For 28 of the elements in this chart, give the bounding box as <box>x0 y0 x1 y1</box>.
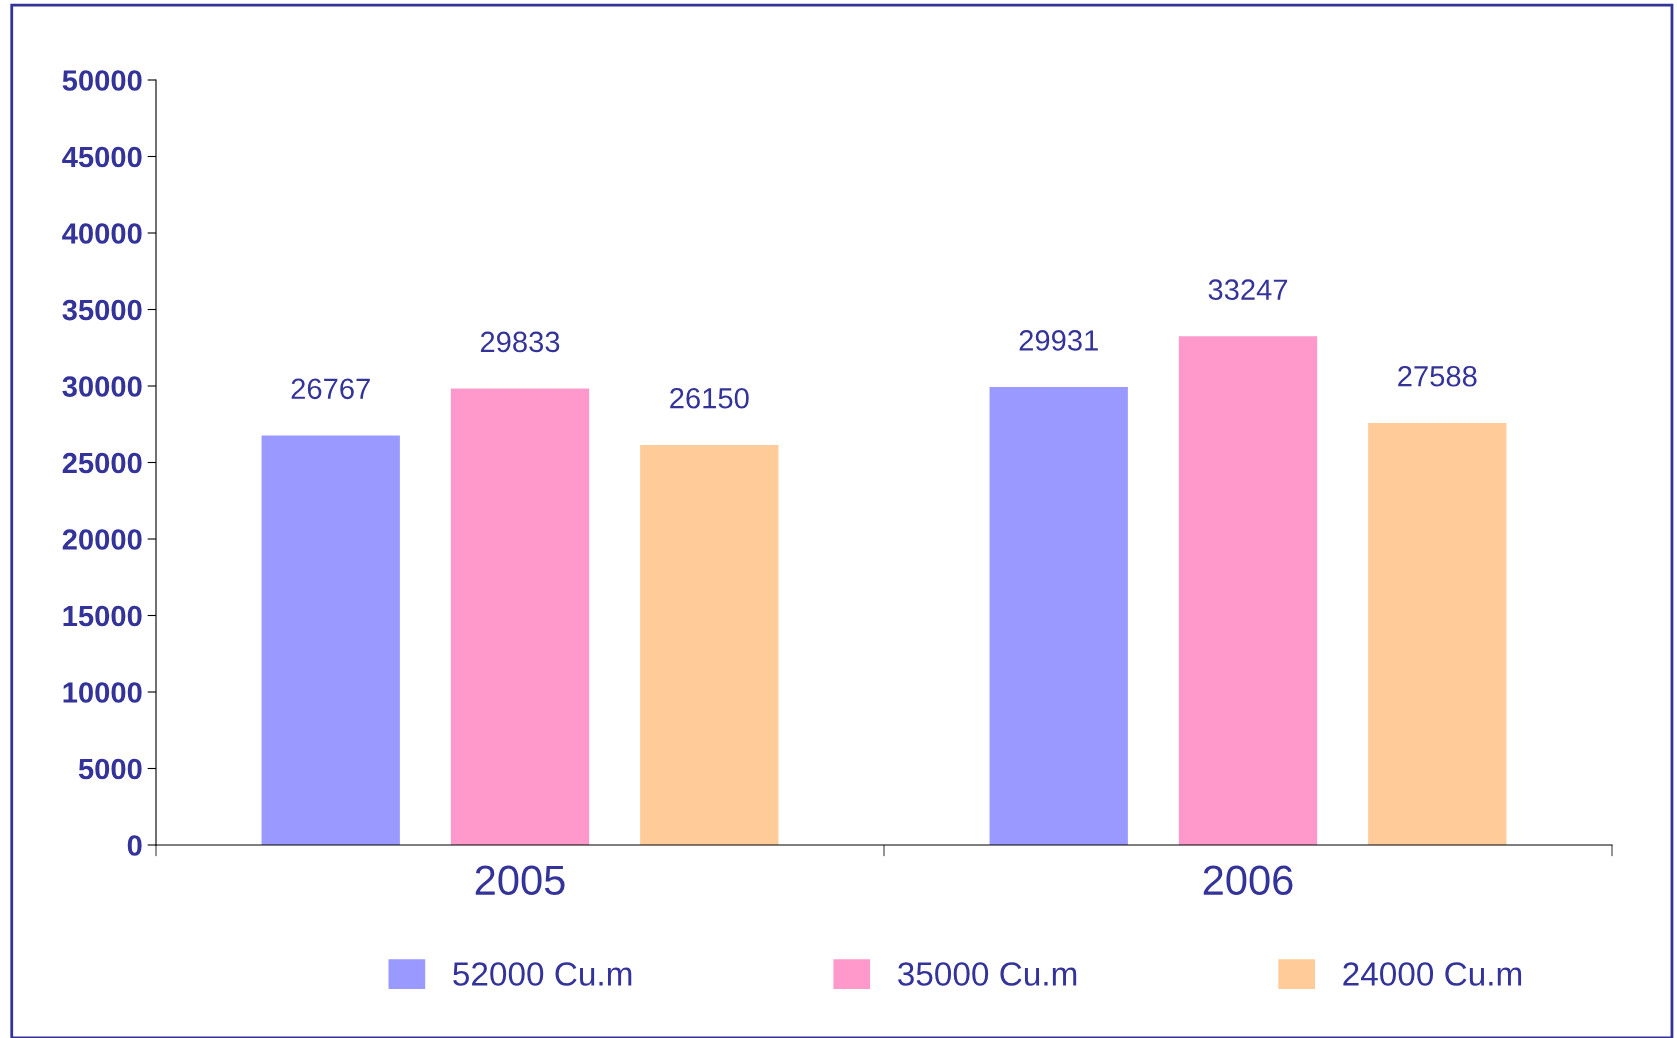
legend-label: 24000 Cu.m <box>1343 962 1522 986</box>
bar <box>989 387 1128 845</box>
bar <box>640 444 779 845</box>
y-tick-label: 10000 <box>63 682 142 703</box>
data-label: 27588 <box>1398 365 1477 387</box>
data-label: 29931 <box>1019 330 1098 351</box>
y-tick-label: 35000 <box>62 299 142 321</box>
y-tick-label: 30000 <box>62 376 142 397</box>
y-tick-label: 40000 <box>62 223 142 244</box>
legend-label: 52000 Cu.m <box>453 962 632 986</box>
data-label: 26767 <box>291 378 370 400</box>
y-tick-label: 45000 <box>62 146 142 168</box>
y-tick-label: 50000 <box>62 70 142 91</box>
x-tick-label: 2006 <box>1203 865 1293 896</box>
data-label: 29833 <box>480 331 560 353</box>
data-label: 26150 <box>670 387 749 409</box>
legend-label: 35000 Cu.m <box>898 962 1077 986</box>
bar <box>1178 336 1318 845</box>
y-tick-label: 0 <box>127 835 142 856</box>
x-tick-label: 2005 <box>475 865 565 896</box>
data-label: 33247 <box>1208 279 1288 300</box>
y-tick-label: 15000 <box>63 605 142 627</box>
y-tick-label: 5000 <box>78 758 142 780</box>
bar <box>450 388 590 845</box>
bar <box>261 435 400 845</box>
bar <box>1368 422 1507 845</box>
y-tick-label: 20000 <box>62 529 142 550</box>
y-tick-label: 25000 <box>62 452 142 474</box>
